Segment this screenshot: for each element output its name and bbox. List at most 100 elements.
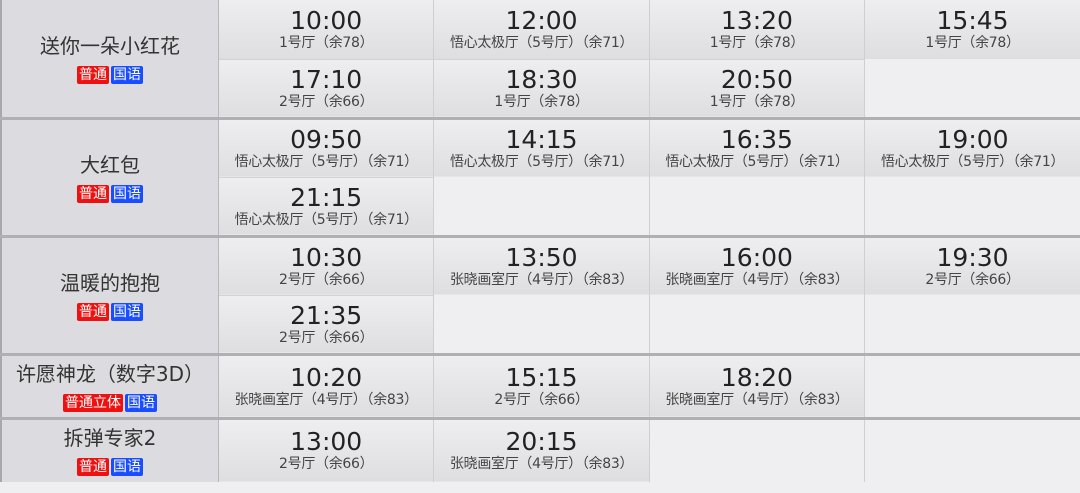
showtime-time: 19:00 [936,124,1009,154]
showtime-cell[interactable]: 12:00 悟心太极厅（5号厅）（余71） [433,0,650,59]
empty-cell [864,295,1080,354]
language-tag: 国语 [125,393,157,412]
showtime-cell[interactable]: 16:00 张晓画室厅（4号厅）（余83） [648,234,865,295]
showtime-cell[interactable]: 20:50 1号厅（余78） [648,58,865,118]
film-cell: 拆弹专家2 普通 国语 [0,416,219,482]
showtime-hall: 张晓画室厅（4号厅）（余83） [665,391,849,408]
film-row: 拆弹专家2 普通 国语 13:00 2号厅（余66） 20:15 张晓画室厅（4号厅）（余8… [0,416,1080,482]
showtime-time: 19:30 [936,242,1009,272]
empty-cell [864,59,1080,118]
film-row: 送你一朵小红花 普通 国语 10:00 1号厅（余78） 12:00 悟心太极厅（5号厅）（… [0,0,1080,118]
showtime-cell[interactable]: 20:15 张晓画室厅（4号厅）（余83） [433,416,650,482]
showtime-hall: 1号厅（余78） [279,34,374,51]
showtime-hall: 悟心太极厅（5号厅）（余71） [234,153,419,170]
showtime-time: 18:20 [720,362,793,392]
film-row: 温暖的抱抱 普通 国语 10:30 2号厅（余66） 13:50 张晓画室厅（4号厅）（余8… [0,234,1080,354]
showtime-cell[interactable]: 19:00 悟心太极厅（5号厅）（余71） [864,116,1080,177]
empty-cell [648,295,865,354]
showtime-cell[interactable]: 15:15 2号厅（余66） [433,352,650,418]
showtime-time: 14:15 [505,124,578,154]
film-cell: 送你一朵小红花普通 国语 [0,0,219,118]
film-row: 21:15 悟心太极厅（5号厅）（余71） [1,176,1080,236]
showtime-time: 10:00 [290,5,363,35]
film-row: 17:10 2号厅（余66） 18:30 1号厅（余78） 20:50 1号厅（余78） [1,58,1080,118]
showtime-time: 15:45 [936,6,1009,35]
language-tag: 国语 [111,184,143,203]
format-tag: 普通 [77,65,109,84]
showtime-time: 17:10 [290,64,363,94]
showtime-hall: 2号厅（余66） [494,391,589,408]
film-name: 大红包 [80,152,140,177]
empty-cell [433,295,650,354]
language-tag: 国语 [111,302,143,321]
showtime-cell[interactable]: 18:30 1号厅（余78） [433,58,650,118]
showtime-cell[interactable]: 14:15 悟心太极厅（5号厅）（余71） [433,116,650,177]
showtime-hall: 悟心太极厅（5号厅）（余71） [880,153,1065,170]
format-tag: 普通 [77,302,109,321]
film-tags: 普通 国语 [2,184,218,203]
showtime-cell[interactable]: 16:35 悟心太极厅（5号厅）（余71） [648,116,865,177]
film-name: 许愿神龙（数字3D） [15,361,205,386]
showtime-time: 13:50 [505,242,578,272]
showtime-hall: 1号厅（余78） [709,93,805,110]
film-name: 温暖的抱抱 [60,270,160,295]
showtime-time: 20:50 [720,64,793,94]
showtime-time: 16:00 [720,242,793,272]
showtime-cell[interactable]: 17:10 2号厅（余66） [217,58,434,118]
showtime-cell[interactable]: 18:20 张晓画室厅（4号厅）（余83） [648,352,865,418]
film-tags: 普通 国语 [2,65,218,84]
film-cell: 大红包普通 国语 [0,116,219,236]
film-row: 许愿神龙（数字3D） 普通立体 国语 10:20 张晓画室厅（4号厅）（余83） 15:1… [0,352,1080,418]
showtime-time: 15:15 [505,362,578,392]
showtime-hall: 2号厅（余66） [925,271,1020,288]
showtime-cell[interactable]: 19:30 2号厅（余66） [864,234,1080,295]
showtime-time: 09:50 [290,124,363,154]
showtime-hall: 张晓画室厅（4号厅）（余83） [234,391,419,408]
film-cell: 许愿神龙（数字3D） 普通立体 国语 [0,352,219,418]
showtime-time: 13:20 [720,5,793,35]
showtime-time: 21:35 [290,300,363,330]
showtime-cell[interactable]: 10:20 张晓画室厅（4号厅）（余83） [217,352,434,418]
empty-cell [864,352,1080,418]
showtime-time: 13:00 [290,427,363,457]
language-tag: 国语 [111,458,143,477]
showtime-hall: 1号厅（余78） [494,93,589,110]
showtime-cell[interactable]: 21:35 2号厅（余66） [217,294,434,354]
film-tags: 普通立体 国语 [2,393,218,412]
showtime-cell[interactable]: 21:15 悟心太极厅（5号厅）（余71） [217,176,434,236]
format-tag: 普通立体 [63,393,123,412]
film-row: 大红包 普通 国语 09:50 悟心太极厅（5号厅）（余71） 14:15 悟心太极厅（5号… [0,116,1080,236]
showtime-hall: 悟心太极厅（5号厅）（余71） [234,211,419,228]
showtime-cell[interactable]: 15:45 1号厅（余78） [864,0,1080,59]
film-name: 拆弹专家2 [63,426,157,451]
showtime-hall: 1号厅（余78） [709,34,805,51]
empty-cell [864,177,1080,236]
showtime-hall: 2号厅（余66） [279,271,374,288]
showtime-hall: 2号厅（余66） [279,93,374,110]
film-tags: 普通 国语 [2,302,218,321]
showtime-cell[interactable]: 13:00 2号厅（余66） [217,416,434,482]
film-cell: 温暖的抱抱普通 国语 [0,234,219,354]
empty-cell [433,177,650,236]
showtime-hall: 2号厅（余66） [279,456,374,473]
showtime-hall: 2号厅（余66） [279,329,374,346]
empty-cell [648,416,865,482]
showtime-cell[interactable]: 10:00 1号厅（余78） [217,0,434,59]
film-name: 送你一朵小红花 [40,33,180,58]
showtime-cell[interactable]: 09:50 悟心太极厅（5号厅）（余71） [217,116,434,177]
showtime-hall: 1号厅（余78） [925,35,1020,51]
showtime-cell[interactable]: 13:50 张晓画室厅（4号厅）（余83） [433,234,650,295]
showtime-hall: 张晓画室厅（4号厅）（余83） [449,456,634,473]
format-tag: 普通 [77,458,109,477]
film-tags: 普通 国语 [2,457,218,477]
showtime-cell[interactable]: 10:30 2号厅（余66） [217,234,434,295]
showtime-time: 10:20 [290,362,363,392]
film-row: 21:35 2号厅（余66） [1,294,1080,354]
showtime-time: 10:30 [290,242,363,272]
showtime-cell[interactable]: 13:20 1号厅（余78） [648,0,865,59]
showtime-time: 12:00 [505,5,578,35]
showtime-hall: 悟心太极厅（5号厅）（余71） [665,153,849,170]
empty-cell [864,416,1080,482]
showtime-time: 16:35 [720,124,793,154]
showtimes-table: 送你一朵小红花 普通 国语 10:00 1号厅（余78） 12:00 悟心太极厅（5号厅）（… [0,0,1080,482]
